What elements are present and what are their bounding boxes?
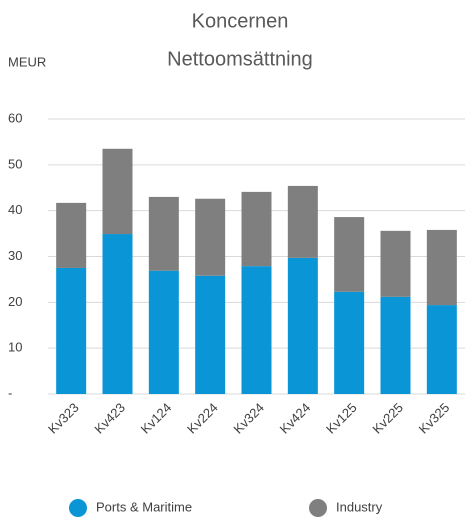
x-tick-label: Kv124 bbox=[138, 400, 175, 437]
bar-segment bbox=[426, 305, 457, 394]
legend-marker bbox=[69, 499, 87, 517]
bar-segment bbox=[380, 296, 411, 394]
x-tick-label: Kv424 bbox=[277, 400, 314, 437]
y-axis-label: MEUR bbox=[8, 54, 46, 69]
bar-segment bbox=[287, 257, 318, 394]
y-tick-label: 10 bbox=[8, 340, 22, 355]
x-tick-label: Kv224 bbox=[184, 400, 221, 437]
legend-label: Industry bbox=[336, 499, 383, 514]
bar-segment bbox=[102, 234, 133, 394]
y-tick-label: 60 bbox=[8, 110, 22, 125]
y-tick-label: 50 bbox=[8, 156, 22, 171]
x-tick-label: Kv323 bbox=[45, 400, 82, 437]
bar-segment bbox=[241, 191, 272, 267]
bar-segment bbox=[426, 229, 457, 306]
x-tick-label: Kv324 bbox=[230, 400, 267, 437]
bar-segment bbox=[334, 291, 365, 394]
y-tick-label: 20 bbox=[8, 294, 22, 309]
legend-label: Ports & Maritime bbox=[96, 499, 192, 514]
bar-segment bbox=[195, 275, 226, 394]
bar-segment bbox=[148, 196, 179, 271]
bar-segment bbox=[334, 217, 365, 292]
chart-title: Koncernen bbox=[192, 10, 289, 32]
bar-segment bbox=[195, 198, 226, 276]
y-tick-label: 40 bbox=[8, 202, 22, 217]
x-tick-label: Kv423 bbox=[91, 400, 128, 437]
bar-segment bbox=[102, 148, 133, 235]
bar-segment bbox=[287, 185, 318, 258]
x-tick-label: Kv225 bbox=[369, 400, 406, 437]
bar-segment bbox=[380, 230, 411, 297]
x-tick-label: Kv125 bbox=[323, 400, 360, 437]
bar-segment bbox=[148, 270, 179, 394]
bar-segment bbox=[56, 202, 87, 268]
chart-title: Nettoomsättning bbox=[167, 48, 313, 70]
bar-segment bbox=[241, 266, 272, 394]
legend-marker bbox=[309, 499, 327, 517]
y-tick-label: 30 bbox=[8, 248, 22, 263]
x-tick-label: Kv325 bbox=[416, 400, 453, 437]
bar-segment bbox=[56, 267, 87, 394]
y-tick-label: - bbox=[8, 385, 12, 400]
